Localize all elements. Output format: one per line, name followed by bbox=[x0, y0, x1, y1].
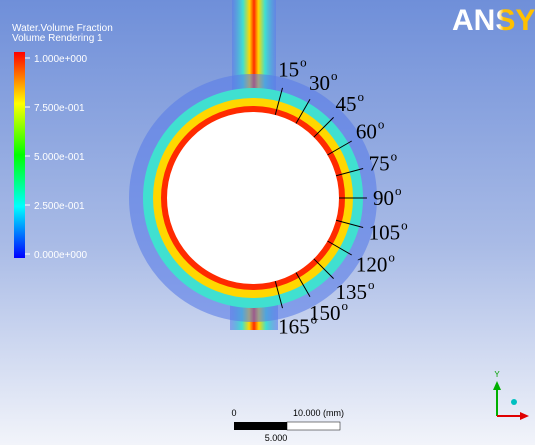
triad-y-label: Y bbox=[494, 370, 500, 379]
degree-mark: o bbox=[331, 68, 338, 83]
angle-label: 30 bbox=[309, 71, 330, 95]
legend-label: 2.500e-001 bbox=[34, 201, 85, 212]
degree-mark: o bbox=[378, 117, 385, 132]
scale-bar-dark bbox=[234, 422, 287, 430]
viewport: ANSYS Water.Volume Fraction Volume Rende… bbox=[0, 0, 535, 445]
degree-mark: o bbox=[401, 217, 408, 232]
degree-mark: o bbox=[388, 250, 395, 265]
degree-mark: o bbox=[391, 149, 398, 164]
legend-label: 5.000e-001 bbox=[34, 152, 85, 163]
degree-mark: o bbox=[368, 277, 375, 292]
angle-label: 60 bbox=[356, 120, 377, 144]
degree-mark: o bbox=[395, 183, 402, 198]
scale-bar-light bbox=[287, 422, 340, 430]
color-bar bbox=[14, 52, 25, 258]
logo: ANSYS bbox=[452, 4, 535, 37]
angle-label: 120 bbox=[356, 253, 388, 277]
degree-mark: o bbox=[342, 298, 349, 313]
angle-label: 15 bbox=[278, 58, 299, 82]
legend-subtitle: Volume Rendering 1 bbox=[12, 33, 103, 44]
legend-label: 1.000e+000 bbox=[34, 54, 88, 65]
scale-middle: 5.000 bbox=[265, 433, 288, 443]
angle-label: 75 bbox=[369, 152, 390, 176]
angle-label: 90 bbox=[373, 186, 394, 210]
scale-end: 10.000 (mm) bbox=[293, 408, 344, 418]
degree-mark: o bbox=[300, 55, 307, 70]
angle-label: 165 bbox=[278, 314, 310, 338]
degree-mark: o bbox=[358, 89, 365, 104]
angle-label: 45 bbox=[336, 92, 357, 116]
legend-label: 7.500e-001 bbox=[34, 103, 85, 114]
degree-mark: o bbox=[311, 311, 318, 326]
page: ANSYS Water.Volume Fraction Volume Rende… bbox=[0, 0, 535, 445]
scale-start: 0 bbox=[231, 408, 236, 418]
angle-label: 105 bbox=[369, 220, 401, 244]
legend-label: 0.000e+000 bbox=[34, 250, 88, 261]
